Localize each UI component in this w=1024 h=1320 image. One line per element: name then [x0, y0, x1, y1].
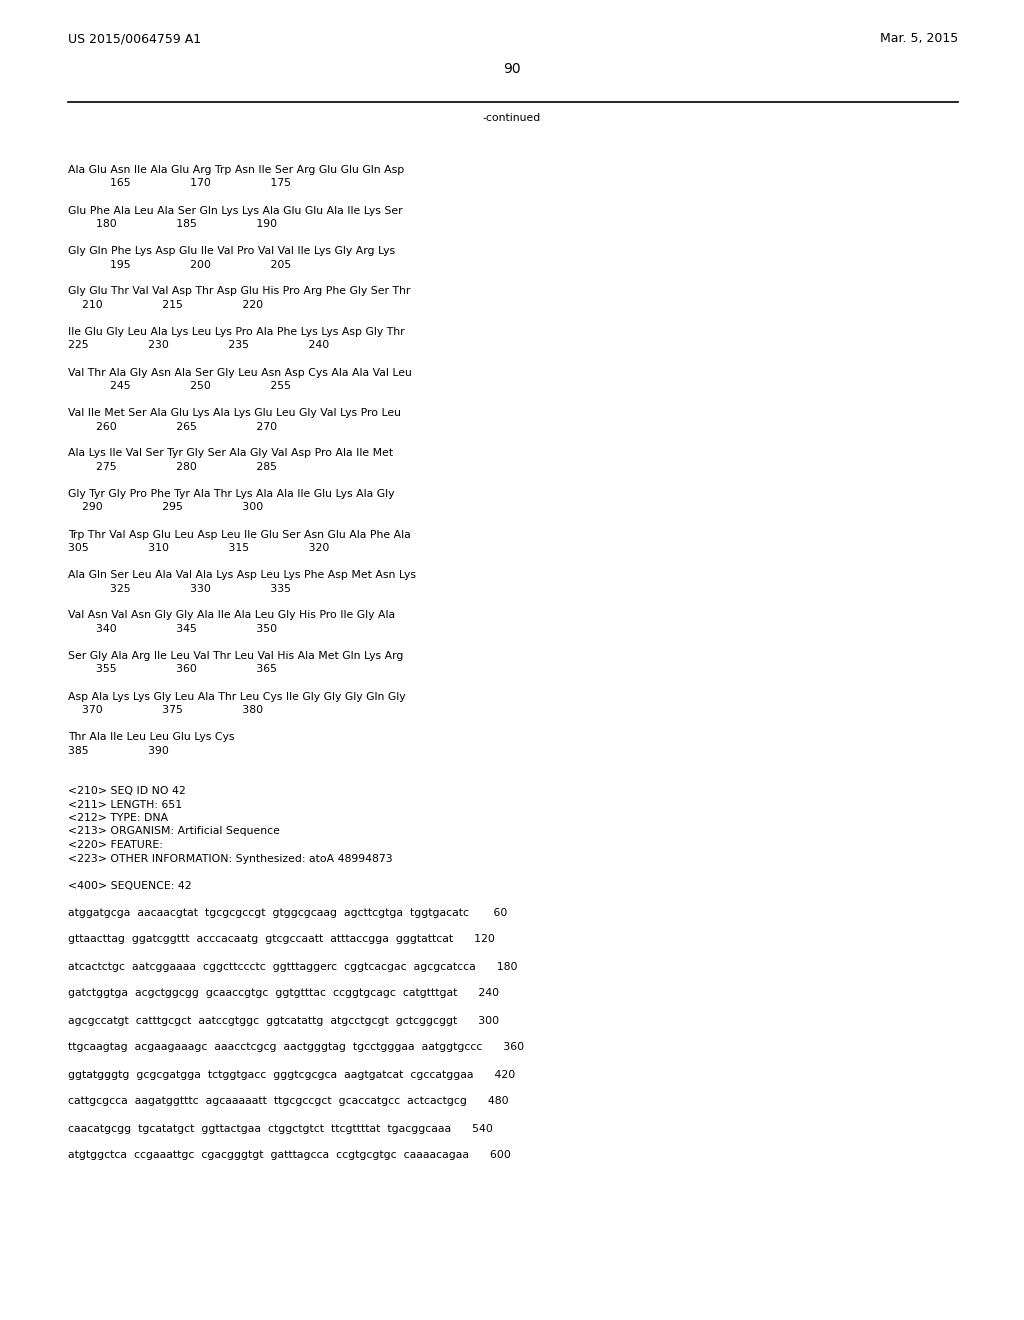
Text: 275                 280                 285: 275 280 285 — [68, 462, 278, 473]
Text: Gly Glu Thr Val Val Asp Thr Asp Glu His Pro Arg Phe Gly Ser Thr: Gly Glu Thr Val Val Asp Thr Asp Glu His … — [68, 286, 411, 297]
Text: <220> FEATURE:: <220> FEATURE: — [68, 840, 163, 850]
Text: atgtggctca  ccgaaattgc  cgacgggtgt  gatttagcca  ccgtgcgtgc  caaaacagaa      600: atgtggctca ccgaaattgc cgacgggtgt gatttag… — [68, 1151, 511, 1160]
Text: 290                 295                 300: 290 295 300 — [68, 503, 263, 512]
Text: Mar. 5, 2015: Mar. 5, 2015 — [880, 32, 958, 45]
Text: <400> SEQUENCE: 42: <400> SEQUENCE: 42 — [68, 880, 191, 891]
Text: 305                 310                 315                 320: 305 310 315 320 — [68, 543, 330, 553]
Text: <213> ORGANISM: Artificial Sequence: <213> ORGANISM: Artificial Sequence — [68, 826, 280, 837]
Text: 180                 185                 190: 180 185 190 — [68, 219, 278, 228]
Text: Glu Phe Ala Leu Ala Ser Gln Lys Lys Ala Glu Glu Ala Ile Lys Ser: Glu Phe Ala Leu Ala Ser Gln Lys Lys Ala … — [68, 206, 402, 215]
Text: 385                 390: 385 390 — [68, 746, 169, 755]
Text: US 2015/0064759 A1: US 2015/0064759 A1 — [68, 32, 201, 45]
Text: ggtatgggtg  gcgcgatgga  tctggtgacc  gggtcgcgca  aagtgatcat  cgccatggaa      420: ggtatgggtg gcgcgatgga tctggtgacc gggtcgc… — [68, 1069, 515, 1080]
Text: 355                 360                 365: 355 360 365 — [68, 664, 278, 675]
Text: Val Thr Ala Gly Asn Ala Ser Gly Leu Asn Asp Cys Ala Ala Val Leu: Val Thr Ala Gly Asn Ala Ser Gly Leu Asn … — [68, 367, 412, 378]
Text: Ile Glu Gly Leu Ala Lys Leu Lys Pro Ala Phe Lys Lys Asp Gly Thr: Ile Glu Gly Leu Ala Lys Leu Lys Pro Ala … — [68, 327, 404, 337]
Text: Ser Gly Ala Arg Ile Leu Val Thr Leu Val His Ala Met Gln Lys Arg: Ser Gly Ala Arg Ile Leu Val Thr Leu Val … — [68, 651, 403, 661]
Text: 370                 375                 380: 370 375 380 — [68, 705, 263, 715]
Text: caacatgcgg  tgcatatgct  ggttactgaa  ctggctgtct  ttcgttttat  tgacggcaaa      540: caacatgcgg tgcatatgct ggttactgaa ctggctg… — [68, 1123, 493, 1134]
Text: Val Asn Val Asn Gly Gly Ala Ile Ala Leu Gly His Pro Ile Gly Ala: Val Asn Val Asn Gly Gly Ala Ile Ala Leu … — [68, 610, 395, 620]
Text: <211> LENGTH: 651: <211> LENGTH: 651 — [68, 800, 182, 809]
Text: Ala Gln Ser Leu Ala Val Ala Lys Asp Leu Lys Phe Asp Met Asn Lys: Ala Gln Ser Leu Ala Val Ala Lys Asp Leu … — [68, 570, 416, 579]
Text: 325                 330                 335: 325 330 335 — [68, 583, 291, 594]
Text: <223> OTHER INFORMATION: Synthesized: atoA 48994873: <223> OTHER INFORMATION: Synthesized: at… — [68, 854, 392, 863]
Text: gttaacttag  ggatcggttt  acccacaatg  gtcgccaatt  atttaccgga  gggtattcat      120: gttaacttag ggatcggttt acccacaatg gtcgcca… — [68, 935, 495, 945]
Text: 90: 90 — [503, 62, 521, 77]
Text: 245                 250                 255: 245 250 255 — [68, 381, 291, 391]
Text: Gly Tyr Gly Pro Phe Tyr Ala Thr Lys Ala Ala Ile Glu Lys Ala Gly: Gly Tyr Gly Pro Phe Tyr Ala Thr Lys Ala … — [68, 488, 394, 499]
Text: 210                 215                 220: 210 215 220 — [68, 300, 263, 310]
Text: 165                 170                 175: 165 170 175 — [68, 178, 291, 189]
Text: -continued: -continued — [483, 114, 541, 123]
Text: Trp Thr Val Asp Glu Leu Asp Leu Ile Glu Ser Asn Glu Ala Phe Ala: Trp Thr Val Asp Glu Leu Asp Leu Ile Glu … — [68, 529, 411, 540]
Text: Asp Ala Lys Lys Gly Leu Ala Thr Leu Cys Ile Gly Gly Gly Gln Gly: Asp Ala Lys Lys Gly Leu Ala Thr Leu Cys … — [68, 692, 406, 701]
Text: 195                 200                 205: 195 200 205 — [68, 260, 291, 269]
Text: atggatgcga  aacaacgtat  tgcgcgccgt  gtggcgcaag  agcttcgtga  tggtgacatc       60: atggatgcga aacaacgtat tgcgcgccgt gtggcgc… — [68, 908, 507, 917]
Text: 340                 345                 350: 340 345 350 — [68, 624, 278, 634]
Text: <212> TYPE: DNA: <212> TYPE: DNA — [68, 813, 168, 822]
Text: Ala Glu Asn Ile Ala Glu Arg Trp Asn Ile Ser Arg Glu Glu Gln Asp: Ala Glu Asn Ile Ala Glu Arg Trp Asn Ile … — [68, 165, 404, 176]
Text: Ala Lys Ile Val Ser Tyr Gly Ser Ala Gly Val Asp Pro Ala Ile Met: Ala Lys Ile Val Ser Tyr Gly Ser Ala Gly … — [68, 449, 393, 458]
Text: Val Ile Met Ser Ala Glu Lys Ala Lys Glu Leu Gly Val Lys Pro Leu: Val Ile Met Ser Ala Glu Lys Ala Lys Glu … — [68, 408, 401, 418]
Text: 225                 230                 235                 240: 225 230 235 240 — [68, 341, 330, 351]
Text: gatctggtga  acgctggcgg  gcaaccgtgc  ggtgtttac  ccggtgcagc  catgtttgat      240: gatctggtga acgctggcgg gcaaccgtgc ggtgttt… — [68, 989, 499, 998]
Text: Thr Ala Ile Leu Leu Glu Lys Cys: Thr Ala Ile Leu Leu Glu Lys Cys — [68, 733, 234, 742]
Text: ttgcaagtag  acgaagaaagc  aaacctcgcg  aactgggtag  tgcctgggaa  aatggtgccc      360: ttgcaagtag acgaagaaagc aaacctcgcg aactgg… — [68, 1043, 524, 1052]
Text: 260                 265                 270: 260 265 270 — [68, 421, 278, 432]
Text: agcgccatgt  catttgcgct  aatccgtggc  ggtcatattg  atgcctgcgt  gctcggcggt      300: agcgccatgt catttgcgct aatccgtggc ggtcata… — [68, 1015, 499, 1026]
Text: cattgcgcca  aagatggtttc  agcaaaaatt  ttgcgccgct  gcaccatgcc  actcactgcg      480: cattgcgcca aagatggtttc agcaaaaatt ttgcgc… — [68, 1097, 509, 1106]
Text: Gly Gln Phe Lys Asp Glu Ile Val Pro Val Val Ile Lys Gly Arg Lys: Gly Gln Phe Lys Asp Glu Ile Val Pro Val … — [68, 246, 395, 256]
Text: atcactctgc  aatcggaaaa  cggcttccctc  ggtttaggerc  cggtcacgac  agcgcatcca      18: atcactctgc aatcggaaaa cggcttccctc ggttta… — [68, 961, 517, 972]
Text: <210> SEQ ID NO 42: <210> SEQ ID NO 42 — [68, 785, 185, 796]
